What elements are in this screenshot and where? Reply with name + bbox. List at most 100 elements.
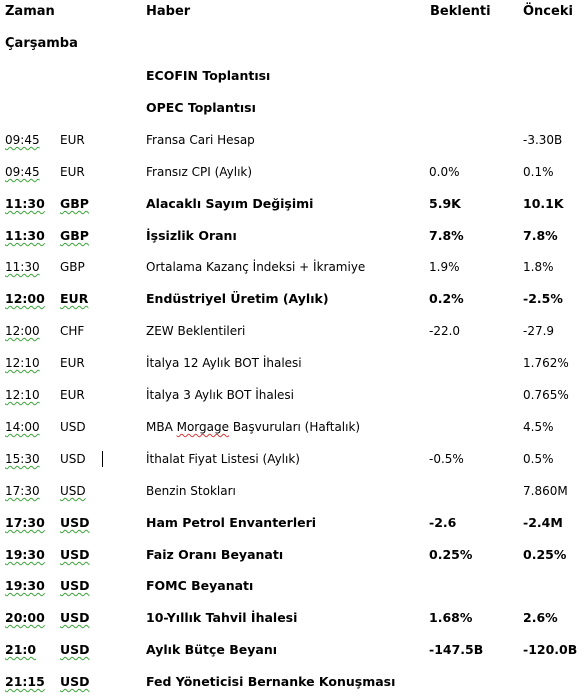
event-time: 21:0 xyxy=(5,642,37,657)
event-time: 11:30 xyxy=(5,228,45,243)
day-label: Çarşamba xyxy=(5,36,78,51)
event-time: 15:30 xyxy=(5,452,40,466)
event-time: 12:10 xyxy=(5,356,40,370)
event-expected: -147.5B xyxy=(429,642,484,657)
event-previous: -2.5% xyxy=(523,291,563,306)
event-row: 11:30 GBP İşsizlik Oranı 7.8% 7.8% xyxy=(0,227,588,251)
event-row: 12:10 EUR İtalya 12 Aylık BOT İhalesi 1.762… xyxy=(0,354,588,378)
event-expected: 1.9% xyxy=(429,260,460,274)
event-title: Fransız CPI (Aylık) xyxy=(146,165,253,179)
event-previous: 4.5% xyxy=(523,420,554,434)
event-expected: 7.8% xyxy=(429,228,464,243)
event-currency: GBP xyxy=(60,196,89,211)
event-time: 17:30 xyxy=(5,515,45,530)
event-time: 17:30 xyxy=(5,484,40,498)
event-time: 12:00 xyxy=(5,291,45,306)
event-title: İthalat Fiyat Listesi (Aylık) xyxy=(146,452,300,466)
event-expected: -22.0 xyxy=(429,324,461,338)
event-currency: GBP xyxy=(60,228,89,243)
event-row: 09:45 EUR Fransız CPI (Aylık) 0.0% 0.1% xyxy=(0,163,588,187)
event-previous: 7.860M xyxy=(523,484,568,498)
event-title: MBA Morgage Başvuruları (Haftalık) xyxy=(146,420,361,434)
text-cursor xyxy=(102,451,103,467)
event-currency: USD xyxy=(60,515,90,530)
event-currency: EUR xyxy=(60,356,85,370)
event-currency: EUR xyxy=(60,388,85,402)
event-row: 17:30 USD Ham Petrol Envanterleri -2.6 -2.4M xyxy=(0,514,588,538)
event-row: 09:45 EUR Fransa Cari Hesap -3.30B xyxy=(0,131,588,155)
event-title: OPEC Toplantısı xyxy=(146,100,256,115)
event-currency: CHF xyxy=(60,324,85,338)
event-title: Ham Petrol Envanterleri xyxy=(146,515,317,530)
event-previous: -3.30B xyxy=(523,133,563,147)
event-row: 14:00 USD MBA Morgage Başvuruları (Haftalı… xyxy=(0,418,588,442)
event-title: Aylık Bütçe Beyanı xyxy=(146,642,278,657)
event-previous: -120.0B xyxy=(523,642,578,657)
event-title: FOMC Beyanatı xyxy=(146,578,254,593)
event-title: Endüstriyel Üretim (Aylık) xyxy=(146,291,329,306)
event-time: 14:00 xyxy=(5,420,40,434)
event-title: İtalya 3 Aylık BOT İhalesi xyxy=(146,388,294,402)
event-time: 11:30 xyxy=(5,196,45,211)
event-title: ZEW Beklentileri xyxy=(146,324,246,338)
event-previous: 1.762% xyxy=(523,356,569,370)
event-title: 10-Yıllık Tahvil İhalesi xyxy=(146,610,298,625)
event-previous: 10.1K xyxy=(523,196,564,211)
event-time: 21:15 xyxy=(5,674,45,689)
header-news: Haber xyxy=(146,4,191,19)
event-expected: -0.5% xyxy=(429,452,464,466)
event-currency: GBP xyxy=(60,260,85,274)
event-row: 19:30 USD FOMC Beyanatı xyxy=(0,577,588,601)
event-currency: USD xyxy=(60,674,90,689)
event-currency: EUR xyxy=(60,165,85,179)
event-time: 19:30 xyxy=(5,547,45,562)
event-title: Benzin Stokları xyxy=(146,484,236,498)
event-currency: EUR xyxy=(60,133,85,147)
event-previous: 2.6% xyxy=(523,610,558,625)
event-previous: 0.1% xyxy=(523,165,554,179)
header-previous: Önceki xyxy=(523,4,573,19)
event-time: 11:30 xyxy=(5,260,40,274)
event-previous: 7.8% xyxy=(523,228,558,243)
event-row: 20:00 USD 10-Yıllık Tahvil İhalesi 1.68% 2.6… xyxy=(0,609,588,633)
event-time: 12:00 xyxy=(5,324,40,338)
event-row: 12:10 EUR İtalya 3 Aylık BOT İhalesi 0.765% xyxy=(0,386,588,410)
event-title: İtalya 12 Aylık BOT İhalesi xyxy=(146,356,302,370)
event-time: 12:10 xyxy=(5,388,40,402)
event-row: OPEC Toplantısı xyxy=(0,99,588,123)
event-time: 20:00 xyxy=(5,610,45,625)
event-previous: 0.765% xyxy=(523,388,569,402)
event-currency: USD xyxy=(60,452,86,466)
event-title: İşsizlik Oranı xyxy=(146,228,237,243)
event-previous: 0.25% xyxy=(523,547,567,562)
event-currency: USD xyxy=(60,642,90,657)
event-expected: 0.0% xyxy=(429,165,460,179)
event-time: 09:45 xyxy=(5,165,40,179)
event-previous: 0.5% xyxy=(523,452,554,466)
event-time: 09:45 xyxy=(5,133,40,147)
event-title: Ortalama Kazanç İndeksi + İkramiye xyxy=(146,260,366,274)
event-currency: USD xyxy=(60,420,86,434)
event-previous: -27.9 xyxy=(523,324,555,338)
calendar-header: Zaman Haber Beklenti Önceki xyxy=(0,3,588,27)
event-title: Fed Yöneticisi Bernanke Konuşması xyxy=(146,674,396,689)
event-currency: USD xyxy=(60,578,90,593)
event-row: 17:30 USD Benzin Stokları 7.860M xyxy=(0,482,588,506)
event-title: Fransa Cari Hesap xyxy=(146,133,255,147)
day-row: Çarşamba xyxy=(0,35,588,59)
event-expected: 5.9K xyxy=(429,196,461,211)
event-previous: 1.8% xyxy=(523,260,554,274)
event-expected: 0.2% xyxy=(429,291,464,306)
event-row: 21:15 USD Fed Yöneticisi Bernanke Konuşmas… xyxy=(0,673,588,697)
event-time: 19:30 xyxy=(5,578,45,593)
event-currency: USD xyxy=(60,547,90,562)
event-title: Alacaklı Sayım Değişimi xyxy=(146,196,314,211)
event-title: Faiz Oranı Beyanatı xyxy=(146,547,284,562)
event-row: 12:00 CHF ZEW Beklentileri -22.0 -27.9 xyxy=(0,322,588,346)
event-currency: EUR xyxy=(60,291,89,306)
event-previous: -2.4M xyxy=(523,515,563,530)
header-time: Zaman xyxy=(5,4,55,19)
event-row: 11:30 GBP Alacaklı Sayım Değişimi 5.9K 10.1K xyxy=(0,195,588,219)
event-currency: USD xyxy=(60,610,90,625)
event-row: 12:00 EUR Endüstriyel Üretim (Aylık) 0.2% -2… xyxy=(0,290,588,314)
